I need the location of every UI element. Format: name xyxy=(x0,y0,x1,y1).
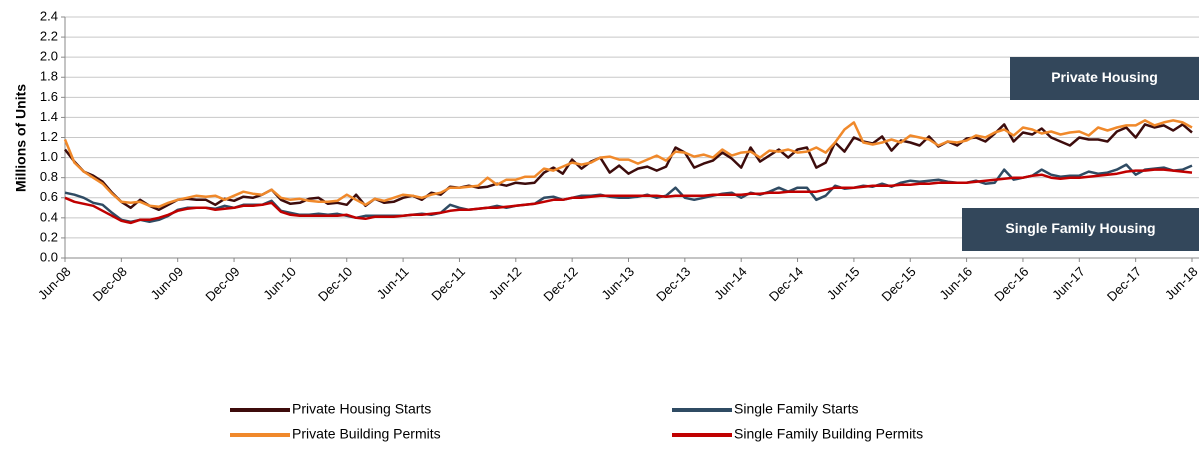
y-tick-label: 1.4 xyxy=(40,109,58,124)
x-tick-label: Jun-10 xyxy=(260,264,299,303)
x-tick-label: Jun-14 xyxy=(711,264,750,303)
x-tick-label: Jun-13 xyxy=(598,264,637,303)
annotation-text: Private Housing xyxy=(1051,69,1158,85)
x-tick-label: Dec-16 xyxy=(991,264,1031,304)
x-tick-label: Dec-08 xyxy=(90,264,130,304)
y-tick-label: 2.0 xyxy=(40,49,58,64)
y-tick-label: 1.2 xyxy=(40,129,58,144)
y-axis-label: Millions of Units xyxy=(13,84,29,192)
x-tick-label: Dec-14 xyxy=(766,264,806,304)
x-tick-label: Jun-11 xyxy=(374,264,412,302)
annotation-box xyxy=(1010,57,1199,100)
x-tick-label: Dec-15 xyxy=(879,264,919,304)
x-tick-label: Dec-11 xyxy=(428,264,468,304)
series-line xyxy=(63,119,1193,209)
x-tick-label: Jun-16 xyxy=(936,264,975,303)
x-tick-label: Dec-12 xyxy=(540,264,580,304)
y-tick-label: 1.8 xyxy=(40,69,58,84)
y-tick-label: 1.6 xyxy=(40,89,58,104)
legend-label: Single Family Building Permits xyxy=(734,426,923,442)
annotation-text: Single Family Housing xyxy=(1005,220,1155,236)
x-tick-label: Dec-13 xyxy=(653,264,693,304)
annotation-box xyxy=(962,208,1199,251)
series-line xyxy=(64,123,1193,212)
x-tick-label: Jun-08 xyxy=(35,264,74,303)
x-tick-label: Jun-15 xyxy=(824,264,863,303)
x-tick-label: Jun-18 xyxy=(1162,264,1199,303)
x-tick-label: Jun-12 xyxy=(486,264,525,303)
y-tick-label: 0.8 xyxy=(40,169,58,184)
legend-label: Single Family Starts xyxy=(734,401,858,417)
series-line xyxy=(64,168,1193,225)
y-tick-label: 0.6 xyxy=(40,189,58,204)
y-tick-label: 1.0 xyxy=(40,149,58,164)
x-tick-label: Dec-10 xyxy=(315,264,355,304)
y-tick-label: 0.2 xyxy=(40,229,58,244)
x-tick-label: Dec-17 xyxy=(1104,264,1144,304)
y-tick-label: 2.4 xyxy=(40,8,58,23)
x-tick-label: Dec-09 xyxy=(202,264,242,304)
legend-label: Private Building Permits xyxy=(292,426,441,442)
x-tick-label: Jun-09 xyxy=(148,264,187,303)
legend-label: Private Housing Starts xyxy=(292,401,431,417)
y-tick-label: 0.4 xyxy=(40,209,58,224)
y-tick-label: 0.0 xyxy=(40,249,58,264)
y-tick-label: 2.2 xyxy=(40,29,58,44)
x-tick-label: Jun-17 xyxy=(1049,264,1088,303)
